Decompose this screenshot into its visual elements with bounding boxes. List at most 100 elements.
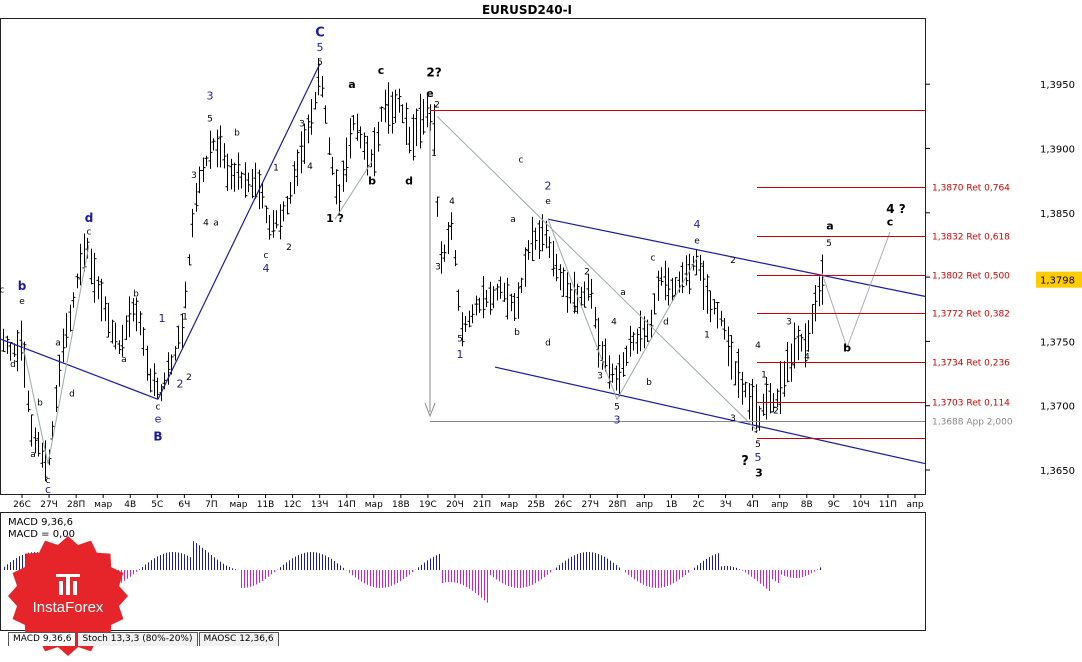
wave-label: d [10, 360, 16, 370]
wave-label: 4 [449, 197, 455, 207]
wave-label: 5 [755, 440, 761, 450]
wave-label: 3 [207, 90, 214, 103]
fib-level-label: 1,3734 Ret 0,236 [932, 359, 1010, 369]
x-tick-label: 26С [13, 500, 31, 510]
x-tick-label: 13Ч [311, 500, 329, 510]
logo-badge [8, 536, 128, 656]
wave-label: a [30, 450, 36, 460]
x-tick-label: 27Ч [581, 500, 599, 510]
wave-line [616, 257, 698, 400]
wave-label: 4 [804, 352, 810, 362]
x-tick-label: 2С [693, 500, 705, 510]
wave-label: 2? [426, 66, 441, 80]
x-tick-label: апр [906, 500, 923, 510]
fib-level-label: 1,3832 Ret 0,618 [932, 233, 1010, 243]
wave-label: 1 [431, 149, 437, 159]
y-tick-label: 1,3650 [1040, 466, 1075, 477]
wave-label: 2 [186, 373, 192, 383]
wave-label: 1 [273, 163, 279, 173]
wave-label: 2 [177, 378, 184, 391]
wave-label: c [46, 476, 51, 486]
wave-label: 3 [755, 466, 763, 479]
x-tick-label: 19С [419, 500, 437, 510]
x-tick-label: 28П [608, 500, 626, 510]
macd-label-1: MACD 9,36,6 [8, 517, 73, 528]
fib-level-label: 1,3703 Ret 0,114 [932, 399, 1010, 409]
x-tick-label: 14П [338, 500, 356, 510]
y-tick-label: 1,3900 [1040, 145, 1075, 156]
y-tick-label: 1,3850 [1040, 209, 1075, 220]
x-tick-label: 4В [124, 500, 136, 510]
wave-label: d [85, 211, 94, 225]
wave-label: ? [741, 454, 749, 469]
app-level-label: 1,3688 App 2,000 [932, 418, 1013, 428]
x-tick-label: 3Ч [720, 500, 732, 510]
tab-stoch[interactable]: Stoch 13,3,3 (80%-20%) [77, 632, 198, 646]
wave-label: 4 [203, 219, 209, 229]
x-tick-label: 18В [392, 500, 410, 510]
wave-label: 3 [614, 414, 621, 427]
wave-label: b [843, 342, 851, 355]
wave-label: d [69, 390, 75, 400]
wave-label: a [620, 288, 626, 298]
wave-label: 2 [773, 406, 779, 416]
logo-text: InstaForex [33, 599, 104, 616]
wave-label: a [55, 338, 61, 348]
x-tick-label: 7П [205, 500, 218, 510]
current-price-box [1036, 271, 1082, 288]
x-tick-label: 11П [879, 500, 897, 510]
macd-histogram [4, 541, 821, 603]
wave-label: C [315, 26, 325, 41]
wave-label: b [514, 328, 520, 338]
tab-maosc[interactable]: MAOSC 12,36,6 [198, 632, 279, 646]
x-tick-label: 20Ч [446, 500, 464, 510]
wave-label: c [378, 64, 385, 77]
wave-label: d [545, 338, 551, 348]
x-tick-label: апр [636, 500, 653, 510]
x-tick-label: 28П [67, 500, 85, 510]
wave-label: a [826, 220, 833, 233]
wave-label: 1 [704, 331, 710, 341]
wave-label: 3 [730, 414, 736, 424]
wave-label: 2 [434, 100, 440, 110]
fib-level-label: 1,3870 Ret 0,764 [932, 184, 1010, 194]
x-tick-label: 27Ч [40, 500, 58, 510]
wave-line [47, 244, 90, 464]
wave-label: 3 [435, 262, 441, 272]
wave-label: B [153, 429, 162, 443]
wave-label: e [155, 412, 162, 425]
x-tick-label: мар [94, 500, 112, 510]
wave-label: c [519, 156, 524, 166]
wave-line [547, 218, 926, 297]
wave-label: 5 [317, 41, 324, 54]
wave-line [436, 115, 759, 432]
wave-line [0, 338, 159, 400]
wave-label: c [651, 253, 656, 263]
down-arrow-head [424, 402, 436, 418]
wave-label: a [510, 215, 516, 225]
indicator-tabs: MACD 9,36,6 Stoch 13,3,3 (80%-20%) MAOSC… [8, 632, 280, 646]
x-tick-label: мар [500, 500, 518, 510]
wave-label: 2 [286, 243, 292, 253]
tab-macd[interactable]: MACD 9,36,6 [8, 632, 77, 646]
wave-label: a [348, 78, 355, 91]
wave-label: b [646, 378, 652, 388]
wave-label: 4 [755, 341, 761, 351]
fib-level-label: 1,3802 Ret 0,500 [932, 272, 1010, 282]
x-tick-label: 12С [284, 500, 302, 510]
x-tick-label: 9С [828, 500, 840, 510]
fib-level-label: 1,3772 Ret 0,382 [932, 310, 1010, 320]
y-tick-label: 1,3700 [1040, 402, 1075, 413]
chart-title: EURUSD240-I [482, 3, 572, 17]
wave-label: 1 [159, 312, 166, 325]
wave-label: 2 [730, 256, 736, 266]
wave-label: c [887, 216, 894, 229]
wave-label: 1 [182, 313, 188, 323]
wave-label: 3 [299, 120, 305, 130]
x-tick-label: 6Ч [178, 500, 190, 510]
wave-label: c [45, 483, 51, 496]
wave-label: e [19, 297, 25, 307]
wave-label: b [133, 289, 139, 299]
wave-label: b [368, 175, 376, 188]
